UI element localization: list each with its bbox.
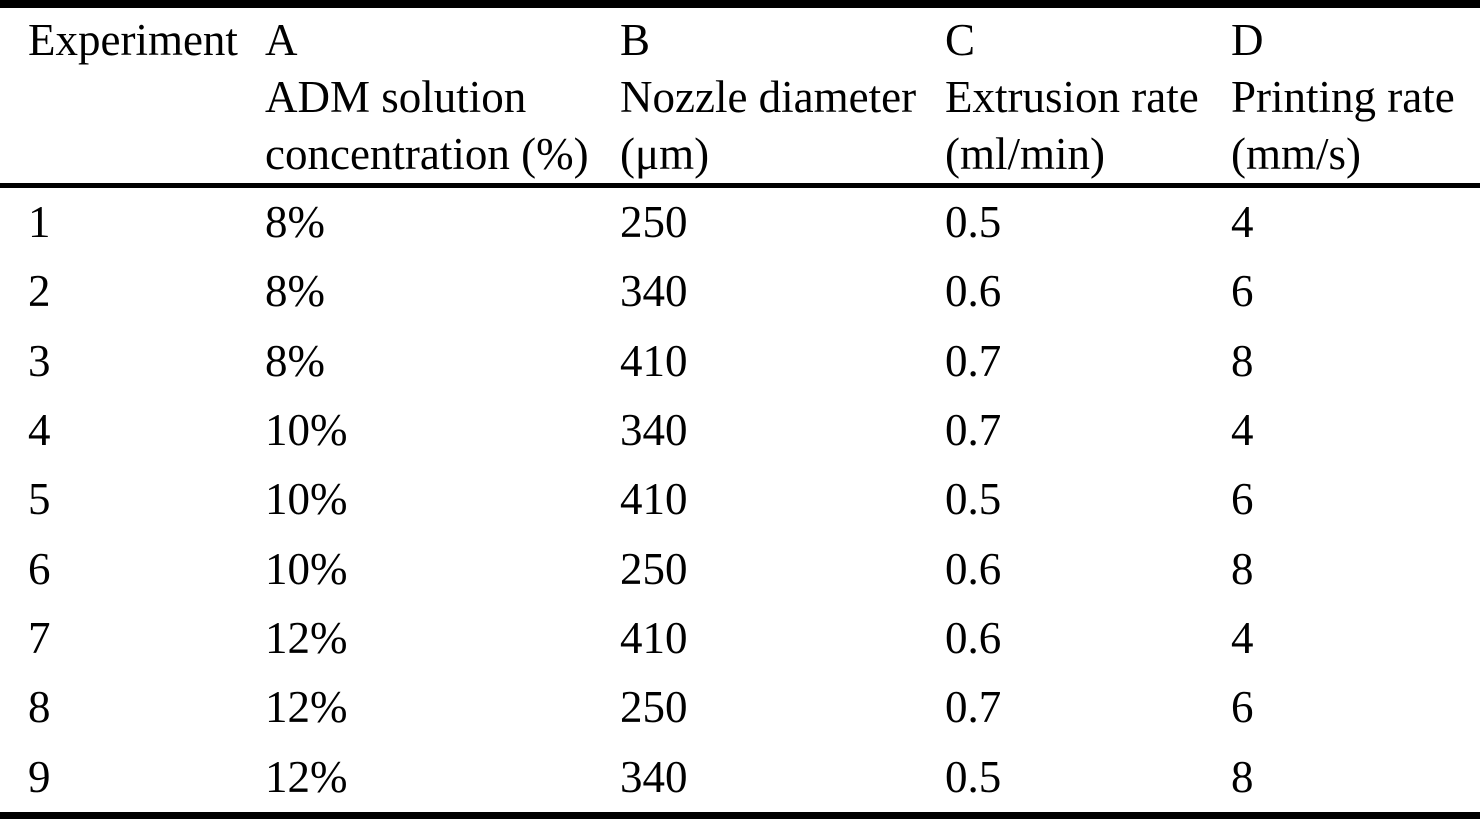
table-row: 7 12% 410 0.6 4 bbox=[0, 604, 1480, 673]
table-row: 8 12% 250 0.7 6 bbox=[0, 673, 1480, 742]
header-row: Experiment A ADM solution concentration … bbox=[0, 4, 1480, 188]
cell-extrusion-rate: 0.6 bbox=[945, 612, 1002, 663]
cell-extrusion-rate: 0.7 bbox=[945, 335, 1002, 386]
cell-concentration: 12% bbox=[265, 612, 348, 663]
cell-experiment: 5 bbox=[28, 474, 51, 525]
cell-concentration: 12% bbox=[265, 682, 348, 733]
factor-c-letter: C bbox=[945, 15, 976, 65]
table-row: 3 8% 410 0.7 8 bbox=[0, 327, 1480, 396]
header-experiment: Experiment bbox=[0, 4, 265, 188]
cell-printing-rate: 4 bbox=[1231, 405, 1254, 456]
factor-d-title: Printing rate bbox=[1231, 72, 1455, 122]
cell-nozzle-diameter: 250 bbox=[620, 197, 688, 248]
factor-d-unit: (mm/s) bbox=[1231, 129, 1361, 179]
factor-b-letter: B bbox=[620, 15, 651, 65]
cell-experiment: 1 bbox=[28, 197, 51, 248]
cell-experiment: 9 bbox=[28, 751, 51, 802]
cell-experiment: 7 bbox=[28, 612, 51, 663]
cell-printing-rate: 6 bbox=[1231, 474, 1254, 525]
header-factor-c: C Extrusion rate (ml/min) bbox=[945, 4, 1231, 188]
table-row: 9 12% 340 0.5 8 bbox=[0, 742, 1480, 815]
factor-b-title: Nozzle diameter bbox=[620, 72, 917, 122]
cell-extrusion-rate: 0.6 bbox=[945, 266, 1002, 317]
cell-nozzle-diameter: 340 bbox=[620, 751, 688, 802]
factor-d-letter: D bbox=[1231, 15, 1264, 65]
cell-extrusion-rate: 0.7 bbox=[945, 405, 1002, 456]
cell-experiment: 8 bbox=[28, 682, 51, 733]
cell-extrusion-rate: 0.6 bbox=[945, 543, 1002, 594]
cell-extrusion-rate: 0.5 bbox=[945, 751, 1002, 802]
cell-printing-rate: 6 bbox=[1231, 266, 1254, 317]
cell-experiment: 6 bbox=[28, 543, 51, 594]
header-factor-b: B Nozzle diameter (μm) bbox=[620, 4, 945, 188]
factor-c-title: Extrusion rate bbox=[945, 72, 1199, 122]
table-row: 2 8% 340 0.6 6 bbox=[0, 257, 1480, 326]
cell-printing-rate: 6 bbox=[1231, 682, 1254, 733]
cell-printing-rate: 4 bbox=[1231, 197, 1254, 248]
cell-extrusion-rate: 0.5 bbox=[945, 197, 1002, 248]
cell-nozzle-diameter: 250 bbox=[620, 682, 688, 733]
table-row: 4 10% 340 0.7 4 bbox=[0, 396, 1480, 465]
table-row: 1 8% 250 0.5 4 bbox=[0, 186, 1480, 258]
cell-nozzle-diameter: 340 bbox=[620, 266, 688, 317]
cell-concentration: 10% bbox=[265, 474, 348, 525]
cell-nozzle-diameter: 410 bbox=[620, 612, 688, 663]
cell-nozzle-diameter: 410 bbox=[620, 474, 688, 525]
cell-concentration: 8% bbox=[265, 266, 325, 317]
header-factor-a: A ADM solution concentration (%) bbox=[265, 4, 620, 188]
cell-nozzle-diameter: 340 bbox=[620, 405, 688, 456]
table-body: 1 8% 250 0.5 4 2 8% 340 0.6 6 3 8% 410 0… bbox=[0, 186, 1480, 816]
cell-experiment: 2 bbox=[28, 266, 51, 317]
cell-printing-rate: 4 bbox=[1231, 612, 1254, 663]
cell-concentration: 10% bbox=[265, 405, 348, 456]
header-factor-d: D Printing rate (mm/s) bbox=[1231, 4, 1480, 188]
cell-printing-rate: 8 bbox=[1231, 751, 1254, 802]
factor-a-letter: A bbox=[265, 15, 298, 65]
cell-experiment: 3 bbox=[28, 335, 51, 386]
factor-a-unit: concentration (%) bbox=[265, 129, 589, 179]
cell-concentration: 8% bbox=[265, 335, 325, 386]
cell-extrusion-rate: 0.5 bbox=[945, 474, 1002, 525]
cell-concentration: 12% bbox=[265, 751, 348, 802]
factor-b-unit: (μm) bbox=[620, 129, 710, 179]
cell-nozzle-diameter: 410 bbox=[620, 335, 688, 386]
cell-concentration: 10% bbox=[265, 543, 348, 594]
table-row: 6 10% 250 0.6 8 bbox=[0, 534, 1480, 603]
factor-a-title: ADM solution bbox=[265, 72, 527, 122]
factor-c-unit: (ml/min) bbox=[945, 129, 1105, 179]
cell-extrusion-rate: 0.7 bbox=[945, 682, 1002, 733]
cell-printing-rate: 8 bbox=[1231, 543, 1254, 594]
cell-printing-rate: 8 bbox=[1231, 335, 1254, 386]
table-header: Experiment A ADM solution concentration … bbox=[0, 4, 1480, 188]
cell-experiment: 4 bbox=[28, 405, 51, 456]
cell-nozzle-diameter: 250 bbox=[620, 543, 688, 594]
header-experiment-label: Experiment bbox=[28, 15, 238, 65]
table-row: 5 10% 410 0.5 6 bbox=[0, 465, 1480, 534]
cell-concentration: 8% bbox=[265, 197, 325, 248]
